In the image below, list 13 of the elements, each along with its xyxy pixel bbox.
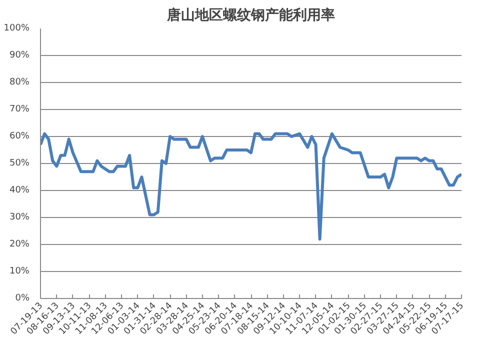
y-tick-label: 40%: [9, 186, 30, 196]
chart-title: 唐山地区螺纹钢产能利用率: [166, 6, 335, 24]
line-series: [40, 132, 462, 241]
y-tick-label: 100%: [4, 24, 30, 34]
y-tick-label: 0%: [15, 294, 30, 304]
y-tick-label: 60%: [9, 132, 30, 142]
y-tick-label: 30%: [9, 212, 30, 222]
y-tick-label: 80%: [9, 78, 30, 88]
y-tick-label: 50%: [9, 158, 30, 168]
y-tick-label: 90%: [9, 50, 30, 60]
y-tick-label: 20%: [9, 240, 30, 250]
y-tick-label: 10%: [9, 266, 30, 276]
y-tick-label: 70%: [9, 104, 30, 114]
